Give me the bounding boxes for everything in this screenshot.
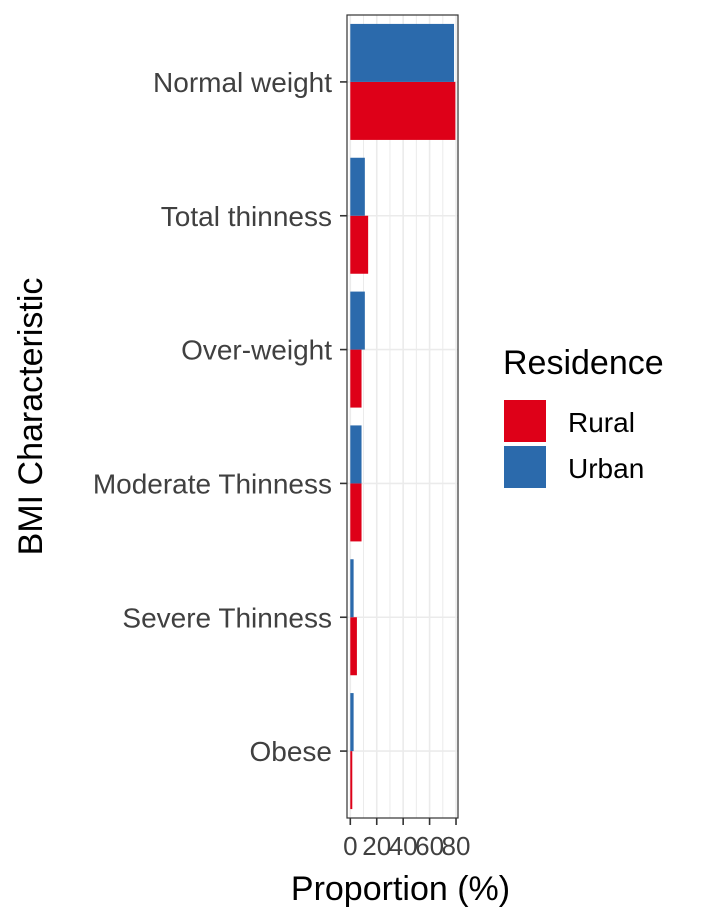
legend-key-rural [504, 400, 546, 442]
x-tick-label: 20 [362, 831, 391, 861]
legend-title: Residence [503, 344, 664, 382]
bar-urban-severe-thinness [350, 559, 354, 618]
x-tick-label: 40 [389, 831, 418, 861]
bar-urban-moderate-thinness [350, 425, 362, 484]
bar-urban-over-weight [350, 291, 365, 350]
legend-label-urban: Urban [568, 453, 644, 484]
x-tick-label: 0 [343, 831, 357, 861]
bar-rural-obese [350, 751, 353, 810]
bar-rural-over-weight [350, 349, 362, 408]
legend-label-rural: Rural [568, 407, 635, 438]
y-axis-title: BMI Characteristic [12, 278, 50, 556]
bar-rural-severe-thinness [350, 617, 357, 676]
y-tick-label: Severe Thinness [122, 602, 332, 633]
y-tick-label: Total thinness [161, 201, 332, 232]
gridlines [347, 15, 458, 818]
x-tick-label: 80 [442, 831, 471, 861]
y-tick-label: Over-weight [181, 335, 332, 366]
y-tick-label: Obese [250, 736, 333, 767]
x-axis-title: Proportion (%) [291, 870, 510, 908]
bar-urban-total-thinness [350, 157, 365, 216]
legend: Residence Rural Urban [503, 344, 664, 488]
bar-urban-obese [350, 693, 354, 752]
bar-rural-moderate-thinness [350, 483, 362, 542]
legend-key-urban [504, 446, 546, 488]
y-axis: Normal weight Total thinness Over-weight Mo… [93, 67, 347, 767]
y-tick-label: Moderate Thinness [93, 468, 332, 499]
x-tick-label: 60 [415, 831, 444, 861]
bar-urban-normal-weight [350, 23, 455, 82]
y-tick-label: Normal weight [153, 67, 332, 98]
bar-rural-total-thinness [350, 215, 369, 274]
bars [350, 23, 456, 810]
bar-rural-normal-weight [350, 81, 456, 140]
